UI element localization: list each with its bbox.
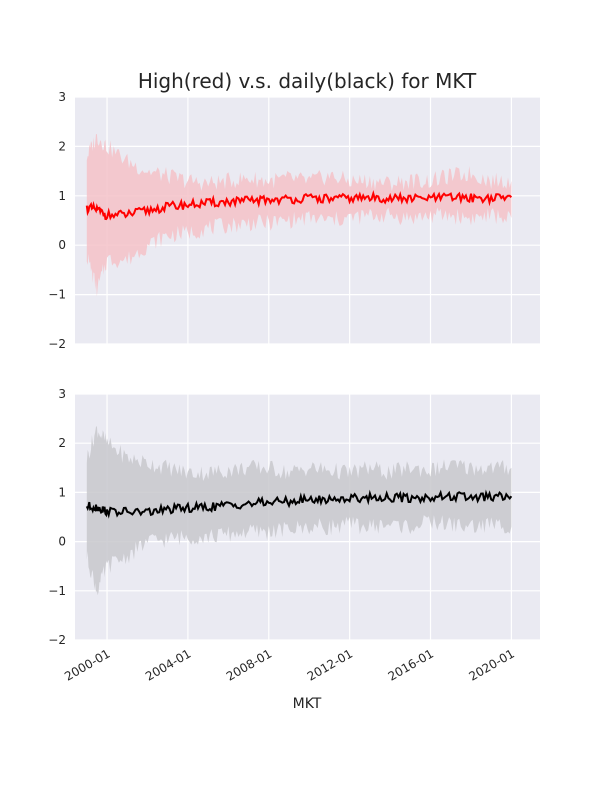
y-tick-label: 1: [58, 485, 66, 499]
x-tick-label: 2004-01: [143, 646, 193, 683]
x-tick-label: 2016-01: [386, 646, 436, 683]
y-tick-label: −1: [48, 584, 66, 598]
y-tick-label: 2: [58, 436, 66, 450]
x-tick-label: 2020-01: [466, 646, 516, 683]
chart-title: High(red) v.s. daily(black) for MKT: [138, 69, 477, 93]
series-line-high: [85, 190, 513, 221]
y-tick-label: −2: [48, 337, 66, 351]
x-axis-label: MKT: [293, 696, 322, 712]
x-ticks: 2000-01 2004-01 2008-01 2012-01 2016-01 …: [62, 646, 517, 683]
band-daily: [86, 426, 512, 596]
band-high: [86, 134, 512, 297]
y-tick-label: 2: [58, 139, 66, 153]
y-ticks-high: −2 −1 0 1 2 3: [48, 90, 66, 351]
y-tick-label: 3: [58, 387, 66, 401]
series-line-daily: [85, 489, 513, 519]
y-tick-label: 0: [58, 535, 66, 549]
y-tick-label: 1: [58, 189, 66, 203]
panel-high: −2 −1 0 1 2 3: [48, 90, 540, 351]
grid-high: [75, 96, 540, 345]
y-tick-label: 0: [58, 238, 66, 252]
y-tick-label: −1: [48, 288, 66, 302]
x-tick-label: 2008-01: [224, 646, 274, 683]
x-tick-label: 2012-01: [305, 646, 355, 683]
panel-daily: −2 −1 0 1 2 3: [48, 387, 540, 647]
y-tick-label: 3: [58, 90, 66, 104]
y-tick-label: −2: [48, 633, 66, 647]
x-tick-label: 2000-01: [62, 646, 112, 683]
y-ticks-daily: −2 −1 0 1 2 3: [48, 387, 66, 647]
